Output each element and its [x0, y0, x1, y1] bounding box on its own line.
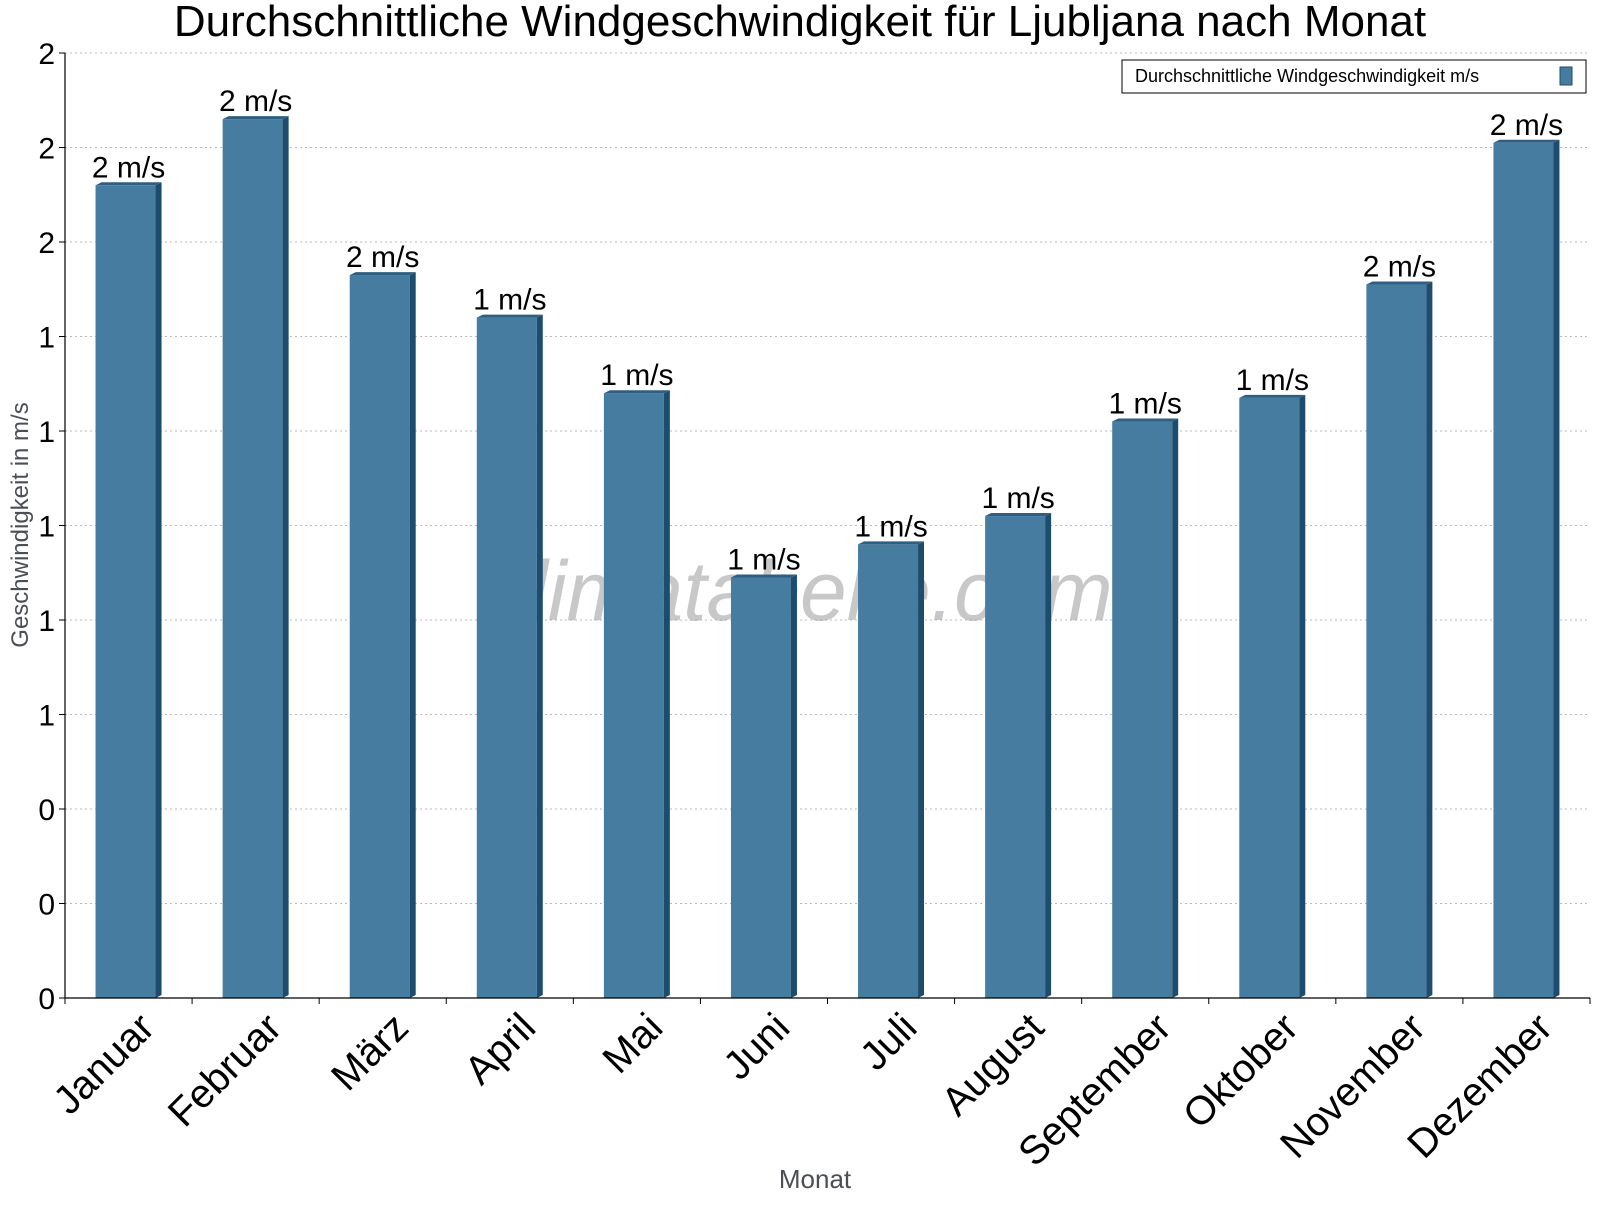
- y-tick-label: 0: [38, 889, 55, 922]
- data-label: 2 m/s: [92, 151, 165, 184]
- y-tick-label: 1: [38, 605, 55, 638]
- bar-side: [1426, 281, 1433, 998]
- y-tick-label: 2: [38, 133, 55, 166]
- bar-face: [349, 275, 410, 998]
- bar-face: [95, 185, 156, 999]
- bar-april: [476, 314, 543, 999]
- data-label: 2 m/s: [219, 85, 292, 118]
- x-tick-label: März: [323, 1005, 417, 1099]
- x-tick-label: Februar: [160, 1005, 290, 1135]
- x-tick-label: Juni: [715, 1005, 798, 1088]
- x-tick-label: August: [933, 1005, 1052, 1124]
- bar-side: [282, 116, 289, 998]
- x-axis-label: Monat: [779, 1164, 852, 1194]
- bar-oktober: [1239, 394, 1306, 998]
- bar-top: [476, 314, 543, 318]
- bar-top: [985, 513, 1052, 517]
- data-label: 1 m/s: [1109, 388, 1182, 421]
- bar-face: [1239, 397, 1300, 998]
- bar-side: [155, 182, 162, 999]
- bar-top: [1366, 281, 1433, 285]
- bar-side: [536, 314, 543, 999]
- bar-februar: [222, 116, 289, 998]
- bar-face: [1112, 421, 1173, 998]
- bar-face: [1493, 142, 1554, 998]
- data-label: 1 m/s: [600, 359, 673, 392]
- data-label: 2 m/s: [1490, 109, 1563, 142]
- legend-label: Durchschnittliche Windgeschwindigkeit m/…: [1135, 66, 1479, 86]
- bar-face: [985, 516, 1046, 998]
- bar-top: [222, 116, 289, 120]
- legend-box: [1121, 59, 1587, 94]
- bar-august: [985, 513, 1052, 998]
- legend: Durchschnittliche Windgeschwindigkeit m/…: [1121, 59, 1587, 94]
- bar-side: [790, 574, 797, 998]
- x-tick-label: Juli: [852, 1005, 926, 1079]
- legend-swatch: [1559, 66, 1573, 86]
- bar-januar: [95, 182, 162, 999]
- bar-september: [1112, 418, 1179, 998]
- data-labels: 2 m/s 2 m/s 2 m/s 1 m/s 1 m/s 1 m/s 1 m/s 1 m/s…: [92, 85, 1563, 576]
- bar-top: [1112, 418, 1179, 422]
- bar-top: [349, 272, 416, 276]
- bar-side: [1299, 394, 1306, 998]
- data-label: 1 m/s: [473, 284, 546, 317]
- bar-side: [1045, 513, 1052, 998]
- x-tick-label: Januar: [45, 1005, 163, 1123]
- y-tick-label: 1: [38, 322, 55, 355]
- bar-face: [730, 577, 791, 998]
- y-axis-label: Geschwindigkeit in m/s: [7, 402, 34, 647]
- bar-side: [1172, 418, 1179, 998]
- bar-juli: [858, 541, 925, 998]
- bar-top: [730, 574, 797, 578]
- y-tick-label: 1: [38, 700, 55, 733]
- bars: [95, 116, 1560, 999]
- x-tick-label: Oktober: [1175, 1005, 1307, 1137]
- y-tick-label: 0: [38, 983, 55, 1016]
- bar-side: [918, 541, 925, 998]
- bar-dezember: [1493, 139, 1560, 998]
- bar-face: [858, 544, 919, 998]
- bar-face: [1366, 284, 1427, 998]
- y-tick-label: 0: [38, 794, 55, 827]
- bar-top: [603, 390, 670, 394]
- bar-face: [476, 317, 537, 999]
- data-label: 2 m/s: [1363, 251, 1436, 284]
- x-tick-label: April: [456, 1005, 544, 1093]
- bar-top: [1239, 394, 1306, 398]
- y-tick-label: 1: [38, 511, 55, 544]
- bar-mai: [603, 390, 670, 998]
- x-tick-label: Mai: [595, 1005, 672, 1082]
- y-tick-label: 1: [38, 416, 55, 449]
- bar-side: [663, 390, 670, 998]
- data-label: 2 m/s: [346, 241, 419, 274]
- data-label: 1 m/s: [727, 543, 800, 576]
- y-axis-ticks: 0 0 0 1 1 1 1 1 2 2 2: [38, 38, 65, 1016]
- bar-top: [1493, 139, 1560, 143]
- bar-märz: [349, 272, 416, 998]
- bar-top: [858, 541, 925, 545]
- bar-face: [603, 393, 664, 998]
- bar-side: [409, 272, 416, 998]
- data-label: 1 m/s: [854, 510, 927, 543]
- y-tick-label: 2: [38, 38, 55, 71]
- bar-side: [1553, 139, 1560, 998]
- bar-november: [1366, 281, 1433, 998]
- bar-top: [95, 182, 162, 186]
- data-label: 1 m/s: [981, 482, 1054, 515]
- chart-title: Durchschnittliche Windgeschwindigkeit fü…: [174, 0, 1426, 46]
- data-label: 1 m/s: [1236, 364, 1309, 397]
- y-tick-label: 2: [38, 227, 55, 260]
- bar-face: [222, 119, 283, 998]
- grid-lines: [65, 52, 1590, 904]
- bar-juni: [730, 574, 797, 998]
